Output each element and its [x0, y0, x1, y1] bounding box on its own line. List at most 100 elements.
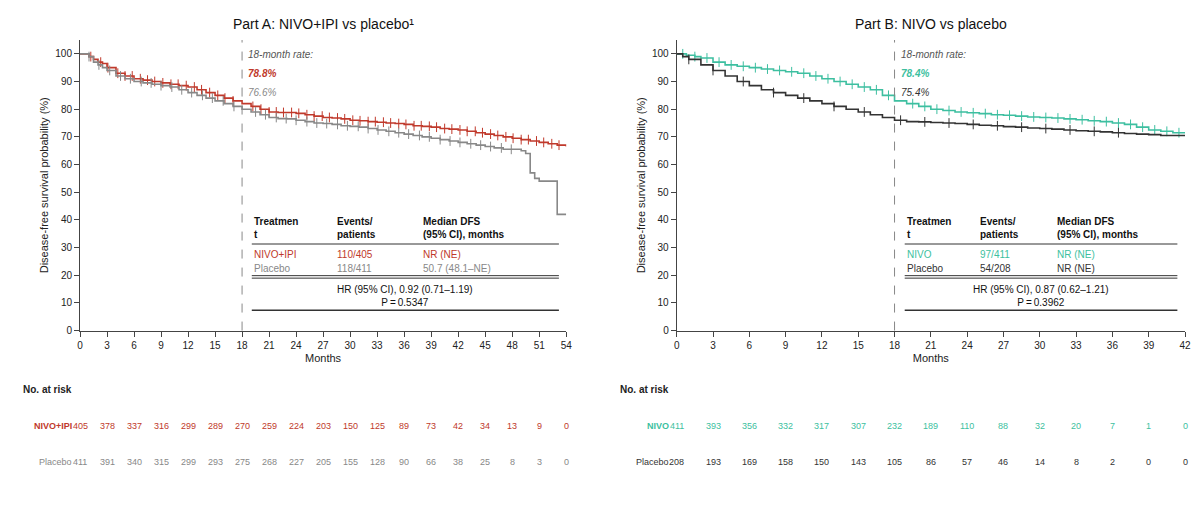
- svg-text:0: 0: [1146, 457, 1151, 467]
- svg-text:0: 0: [1183, 421, 1188, 431]
- svg-text:158: 158: [778, 457, 793, 467]
- svg-text:42: 42: [1179, 340, 1191, 351]
- svg-text:3: 3: [104, 340, 110, 351]
- svg-text:259: 259: [262, 421, 277, 431]
- svg-text:NIVO: NIVO: [647, 421, 669, 431]
- svg-text:1: 1: [1146, 421, 1151, 431]
- svg-text:20: 20: [658, 270, 670, 281]
- svg-text:12: 12: [182, 340, 194, 351]
- svg-text:Median DFS(95% CI), months: Median DFS(95% CI), months: [423, 216, 505, 240]
- svg-text:27: 27: [998, 340, 1010, 351]
- svg-text:150: 150: [343, 421, 358, 431]
- svg-text:NR (NE): NR (NE): [1057, 263, 1095, 274]
- svg-text:224: 224: [289, 421, 304, 431]
- svg-text:391: 391: [100, 457, 115, 467]
- svg-text:90: 90: [61, 76, 73, 87]
- svg-text:110: 110: [960, 421, 974, 431]
- svg-text:205: 205: [316, 457, 331, 467]
- svg-text:208: 208: [669, 457, 684, 467]
- svg-text:60: 60: [658, 159, 670, 170]
- svg-text:48: 48: [507, 340, 519, 351]
- svg-text:27: 27: [318, 340, 330, 351]
- svg-text:66: 66: [426, 457, 436, 467]
- svg-text:Part B: NIVO vs placebo: Part B: NIVO vs placebo: [855, 16, 1007, 32]
- svg-text:30: 30: [658, 242, 670, 253]
- svg-text:42: 42: [453, 340, 465, 351]
- svg-text:60: 60: [61, 159, 73, 170]
- svg-text:105: 105: [887, 457, 902, 467]
- svg-text:90: 90: [658, 76, 670, 87]
- svg-text:268: 268: [262, 457, 277, 467]
- svg-text:33: 33: [1071, 340, 1083, 351]
- svg-text:289: 289: [208, 421, 223, 431]
- svg-text:88: 88: [998, 421, 1008, 431]
- svg-text:80: 80: [61, 104, 73, 115]
- svg-text:2: 2: [1110, 457, 1115, 467]
- svg-text:21: 21: [264, 340, 276, 351]
- svg-text:405: 405: [73, 421, 88, 431]
- svg-text:Median DFS(95% CI), months: Median DFS(95% CI), months: [1057, 216, 1139, 240]
- svg-text:NIVO: NIVO: [907, 249, 932, 260]
- svg-text:118/411: 118/411: [337, 263, 372, 274]
- svg-text:NIVO+IPI: NIVO+IPI: [34, 421, 72, 431]
- svg-text:18-month rate:: 18-month rate:: [901, 49, 966, 60]
- svg-text:15: 15: [853, 340, 865, 351]
- svg-text:54/208: 54/208: [980, 263, 1011, 274]
- svg-text:13: 13: [507, 421, 517, 431]
- svg-text:378: 378: [100, 421, 115, 431]
- svg-text:24: 24: [291, 340, 303, 351]
- svg-text:33: 33: [372, 340, 384, 351]
- svg-text:317: 317: [814, 421, 829, 431]
- svg-text:30: 30: [345, 340, 357, 351]
- svg-text:143: 143: [851, 457, 866, 467]
- svg-text:73: 73: [426, 421, 436, 431]
- svg-text:Treatment: Treatment: [254, 216, 298, 240]
- svg-text:6: 6: [131, 340, 137, 351]
- svg-text:270: 270: [235, 421, 250, 431]
- svg-text:15: 15: [209, 340, 221, 351]
- svg-text:30: 30: [1034, 340, 1046, 351]
- svg-text:155: 155: [343, 457, 358, 467]
- svg-text:Placebo: Placebo: [636, 457, 669, 467]
- svg-text:0: 0: [674, 340, 680, 351]
- svg-text:Events/patients: Events/patients: [337, 216, 376, 240]
- svg-text:110/405: 110/405: [337, 249, 373, 260]
- svg-text:18: 18: [889, 340, 901, 351]
- svg-text:97/411: 97/411: [980, 249, 1010, 260]
- svg-text:8: 8: [510, 457, 515, 467]
- svg-text:Placebo: Placebo: [254, 263, 291, 274]
- svg-text:9: 9: [537, 421, 542, 431]
- svg-text:20: 20: [61, 270, 73, 281]
- svg-text:78.8%: 78.8%: [248, 68, 276, 79]
- svg-text:HR (95% CI), 0.92 (0.71–1.19)P: HR (95% CI), 0.92 (0.71–1.19)P = 0.5347: [337, 284, 473, 308]
- svg-text:Placebo: Placebo: [39, 457, 72, 467]
- svg-text:45: 45: [480, 340, 492, 351]
- svg-text:No. at risk: No. at risk: [620, 384, 669, 395]
- svg-text:Events/patients: Events/patients: [980, 216, 1019, 240]
- svg-text:340: 340: [127, 457, 142, 467]
- svg-text:46: 46: [998, 457, 1008, 467]
- svg-text:9: 9: [783, 340, 789, 351]
- svg-text:307: 307: [851, 421, 866, 431]
- svg-text:0: 0: [663, 325, 669, 336]
- svg-text:232: 232: [887, 421, 902, 431]
- svg-text:32: 32: [1035, 421, 1045, 431]
- svg-text:3: 3: [537, 457, 542, 467]
- svg-text:50: 50: [658, 187, 670, 198]
- svg-text:7: 7: [1110, 421, 1115, 431]
- svg-text:0: 0: [77, 340, 83, 351]
- svg-text:3: 3: [710, 340, 716, 351]
- svg-text:78.4%: 78.4%: [901, 68, 929, 79]
- svg-text:9: 9: [158, 340, 164, 351]
- svg-text:75.4%: 75.4%: [901, 87, 929, 98]
- svg-text:18: 18: [237, 340, 249, 351]
- svg-text:10: 10: [658, 297, 670, 308]
- svg-text:70: 70: [61, 131, 73, 142]
- svg-text:76.6%: 76.6%: [248, 87, 276, 98]
- svg-text:316: 316: [154, 421, 169, 431]
- svg-text:125: 125: [370, 421, 385, 431]
- svg-text:36: 36: [1107, 340, 1119, 351]
- svg-text:193: 193: [706, 457, 721, 467]
- svg-text:50: 50: [61, 187, 73, 198]
- svg-text:169: 169: [742, 457, 757, 467]
